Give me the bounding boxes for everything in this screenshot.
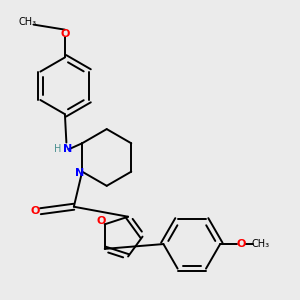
Text: CH₃: CH₃	[251, 239, 269, 249]
Text: O: O	[97, 216, 106, 226]
Text: H: H	[54, 143, 61, 154]
Text: N: N	[75, 168, 84, 178]
Text: CH₃: CH₃	[19, 16, 37, 27]
Text: N: N	[63, 143, 72, 154]
Text: O: O	[236, 239, 246, 249]
Text: O: O	[30, 206, 40, 216]
Text: O: O	[60, 28, 70, 38]
